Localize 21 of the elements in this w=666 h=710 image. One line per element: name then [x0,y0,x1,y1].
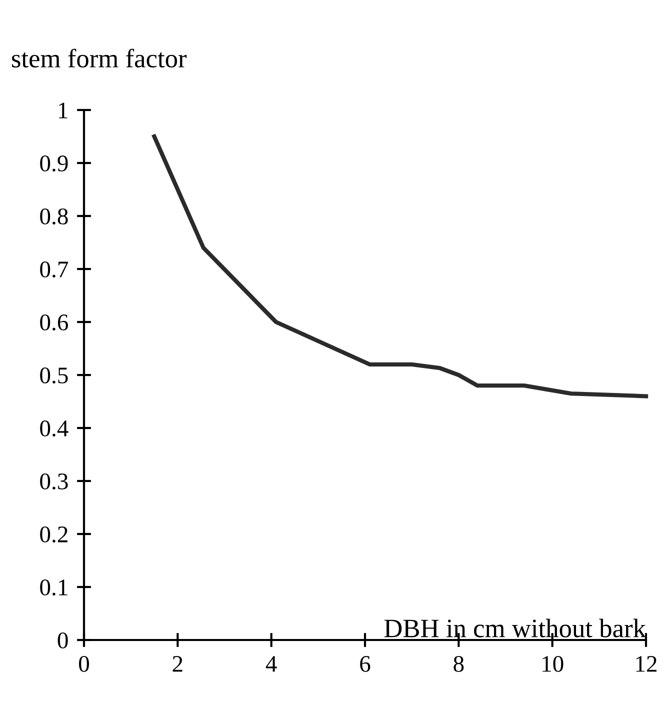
y-axis-title: stem form factor [12,48,187,68]
x-tick-label: 0 [78,656,90,672]
y-tick-label: 0.2 [40,526,68,543]
y-tick-label: 0.9 [40,155,68,172]
x-tick-label: 10 [542,656,564,672]
y-tick-label: 1 [58,102,68,118]
y-tick-label: 0.8 [40,208,68,225]
y-tick-label: 0.1 [40,579,68,596]
x-axis-title: DBH in cm without bark [384,618,646,638]
x-tick-label: 6 [360,656,370,672]
x-tick-label: 4 [266,656,277,672]
y-tick-label: 0.3 [40,473,68,490]
y-tick-label: 0 [58,632,68,648]
x-tick-label: 8 [454,656,464,672]
x-tick-label: 2 [172,656,182,672]
x-tick-label: 12 [636,656,657,672]
y-tick-label: 0.5 [40,367,68,384]
y-tick-label: 0.6 [40,314,68,331]
y-tick-label: 0.4 [40,420,68,437]
line-series [152,134,648,398]
y-tick-label: 0.7 [40,261,68,278]
